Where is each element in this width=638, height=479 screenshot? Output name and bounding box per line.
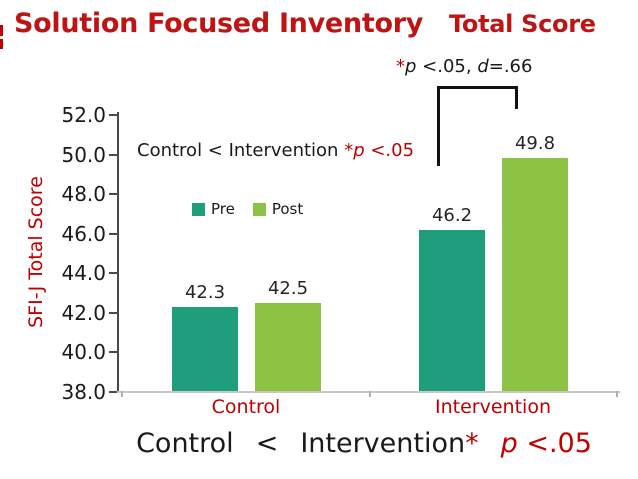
bar-control-pre bbox=[172, 306, 238, 391]
chart-title: Solution Focused Inventory Total Score bbox=[14, 8, 596, 39]
significance-bracket-top bbox=[437, 86, 518, 89]
x-tick-mark bbox=[369, 391, 371, 397]
x-tick-mark bbox=[616, 391, 618, 397]
asterisk: * bbox=[465, 428, 479, 459]
bar-value-label: 42.5 bbox=[267, 277, 309, 299]
legend-swatch-pre bbox=[192, 202, 205, 216]
chart-title-sub: Total Score bbox=[449, 10, 596, 38]
bar-intervention-pre bbox=[419, 229, 485, 391]
slide-border-artifact bbox=[0, 25, 3, 36]
legend-swatch-post bbox=[252, 202, 266, 216]
x-tick-mark bbox=[120, 391, 123, 397]
y-tick-label: 38.0 bbox=[61, 379, 106, 404]
bar-intervention-post bbox=[502, 158, 568, 391]
y-tick-label: 50.0 bbox=[61, 142, 106, 167]
y-tick-mark bbox=[109, 153, 117, 156]
y-tick-mark bbox=[109, 272, 117, 274]
legend-item-pre: Pre bbox=[192, 200, 235, 218]
slide-border-artifact bbox=[0, 39, 3, 49]
inplot-significance-note: Control < Intervention *p <.05 bbox=[137, 140, 415, 161]
significance-annotation: *p <.05, d=.66 bbox=[396, 56, 533, 77]
x-axis-line bbox=[117, 391, 620, 393]
bottom-caption: Control < Intervention* p <.05 bbox=[136, 428, 592, 459]
y-tick-label: 46.0 bbox=[61, 221, 106, 246]
y-tick-label: 42.0 bbox=[61, 300, 106, 325]
bar-control-post bbox=[255, 302, 321, 391]
y-tick-label: 52.0 bbox=[61, 103, 106, 127]
legend-label-post: Post bbox=[271, 200, 304, 218]
significance-bracket-left bbox=[437, 86, 440, 166]
y-tick-label: 40.0 bbox=[61, 340, 106, 364]
y-tick-mark bbox=[109, 114, 117, 116]
legend-label-pre: Pre bbox=[211, 200, 235, 218]
y-tick-mark bbox=[109, 351, 117, 353]
category-label-control: Control bbox=[211, 396, 281, 418]
bar-value-label: 46.2 bbox=[431, 204, 473, 226]
significance-bracket-right bbox=[515, 86, 518, 109]
y-tick-mark bbox=[109, 390, 117, 393]
y-tick-mark bbox=[109, 193, 117, 195]
chart-title-main: Solution Focused Inventory bbox=[14, 8, 424, 39]
y-tick-label: 48.0 bbox=[61, 182, 106, 206]
y-tick-label: 44.0 bbox=[61, 261, 106, 285]
bar-value-label: 42.3 bbox=[184, 281, 226, 303]
asterisk: * bbox=[344, 140, 354, 161]
legend: Pre Post bbox=[192, 200, 303, 218]
legend-item-post: Post bbox=[252, 200, 304, 218]
bar-value-label: 49.8 bbox=[514, 133, 556, 155]
asterisk: * bbox=[396, 56, 405, 77]
y-axis-line bbox=[117, 112, 119, 392]
y-tick-mark bbox=[109, 232, 117, 235]
y-tick-mark bbox=[109, 311, 117, 314]
category-label-intervention: Intervention bbox=[435, 396, 551, 418]
